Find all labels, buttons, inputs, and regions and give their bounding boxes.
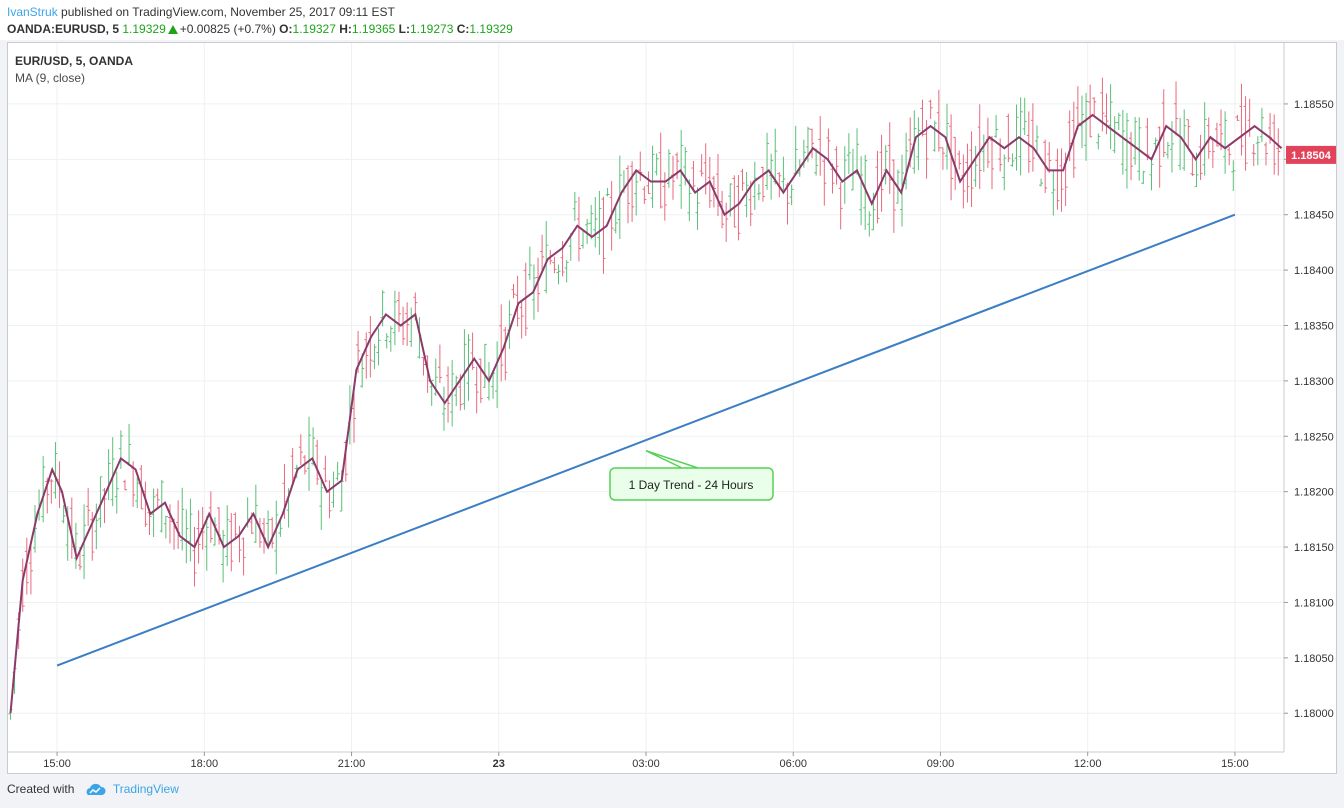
open-value: 1.19327	[292, 22, 336, 36]
symbol-label: OANDA:EURUSD, 5	[7, 22, 120, 36]
time-tick-label: 15:00	[1221, 758, 1249, 770]
high-label: H:	[339, 22, 352, 36]
time-axis[interactable]: 15:00 18:00 21:00 23 03:00 06:00 09:00 12:00 15:…	[8, 751, 1284, 770]
chart-legend[interactable]: EUR/USD, 5, OANDA MA (9, close)	[15, 53, 133, 87]
candles	[8, 77, 1281, 720]
callout-pointer	[645, 449, 699, 469]
price-tick-label: 1.18400	[1294, 265, 1334, 277]
trend-callout[interactable]: 1 Day Trend - 24 Hours	[609, 449, 774, 501]
callout-box	[609, 467, 774, 501]
tradingview-link[interactable]: TradingView	[112, 782, 179, 796]
quote-line: OANDA:EURUSD, 5 1.19329 +0.00825 (+0.7%) …	[7, 22, 513, 36]
time-tick-label: 18:00	[191, 758, 219, 770]
time-tick-label: 15:00	[43, 758, 71, 770]
price-tick-label: 1.18000	[1294, 708, 1334, 720]
close-value: 1.19329	[469, 22, 513, 36]
legend-symbol: EUR/USD, 5, OANDA	[15, 54, 134, 68]
price-axis[interactable]: 1.185501.185001.184501.184001.183501.183…	[1283, 43, 1334, 752]
time-tick-label: 23	[493, 758, 505, 770]
price-tick-label: 1.18300	[1294, 376, 1334, 388]
low-value: 1.19273	[409, 22, 454, 36]
price-tick-label: 1.18050	[1294, 653, 1334, 665]
published-text: published on TradingView.com, November 2…	[61, 5, 395, 19]
chart-frame	[7, 42, 1337, 774]
open-label: O:	[279, 22, 293, 36]
callout-text: 1 Day Trend - 24 Hours	[629, 478, 754, 492]
time-tick-label: 12:00	[1074, 758, 1102, 770]
time-tick-label: 21:00	[338, 758, 366, 770]
time-tick-label: 09:00	[927, 758, 955, 770]
last-price-badge-text: 1.18504	[1291, 150, 1332, 162]
last-price-badge-box	[1286, 145, 1336, 164]
last-price: 1.19329	[122, 22, 166, 36]
price-tick-label: 1.18100	[1294, 597, 1334, 609]
price-tick-label: 1.18200	[1294, 487, 1334, 499]
time-tick-label: 06:00	[779, 758, 807, 770]
trend-line[interactable]	[56, 213, 1236, 667]
price-tick-label: 1.18150	[1294, 542, 1334, 554]
footer: Created with TradingView	[7, 782, 179, 799]
author-link[interactable]: IvanStruk	[7, 5, 58, 19]
last-price-badge: 1.18504	[1286, 145, 1336, 164]
time-tick-label: 03:00	[632, 758, 660, 770]
publication-header: IvanStruk published on TradingView.com, …	[0, 0, 1344, 40]
up-arrow-icon	[167, 25, 178, 34]
ma-line	[9, 113, 1283, 714]
price-tick-label: 1.18350	[1294, 320, 1334, 332]
low-label: L:	[398, 22, 410, 36]
price-change: +0.00825 (+0.7%)	[179, 22, 276, 36]
legend-indicator[interactable]: MA (9, close)	[15, 71, 86, 85]
price-tick-label: 1.18550	[1294, 99, 1334, 111]
publication-line: IvanStruk published on TradingView.com, …	[7, 5, 395, 19]
tradingview-logo-icon	[84, 783, 106, 799]
created-with-text: Created with	[7, 782, 75, 796]
high-value: 1.19365	[351, 22, 396, 36]
close-label: C:	[456, 22, 470, 36]
price-tick-label: 1.18250	[1294, 431, 1334, 443]
price-tick-label: 1.18450	[1294, 210, 1334, 222]
chart-grid	[8, 43, 1284, 752]
